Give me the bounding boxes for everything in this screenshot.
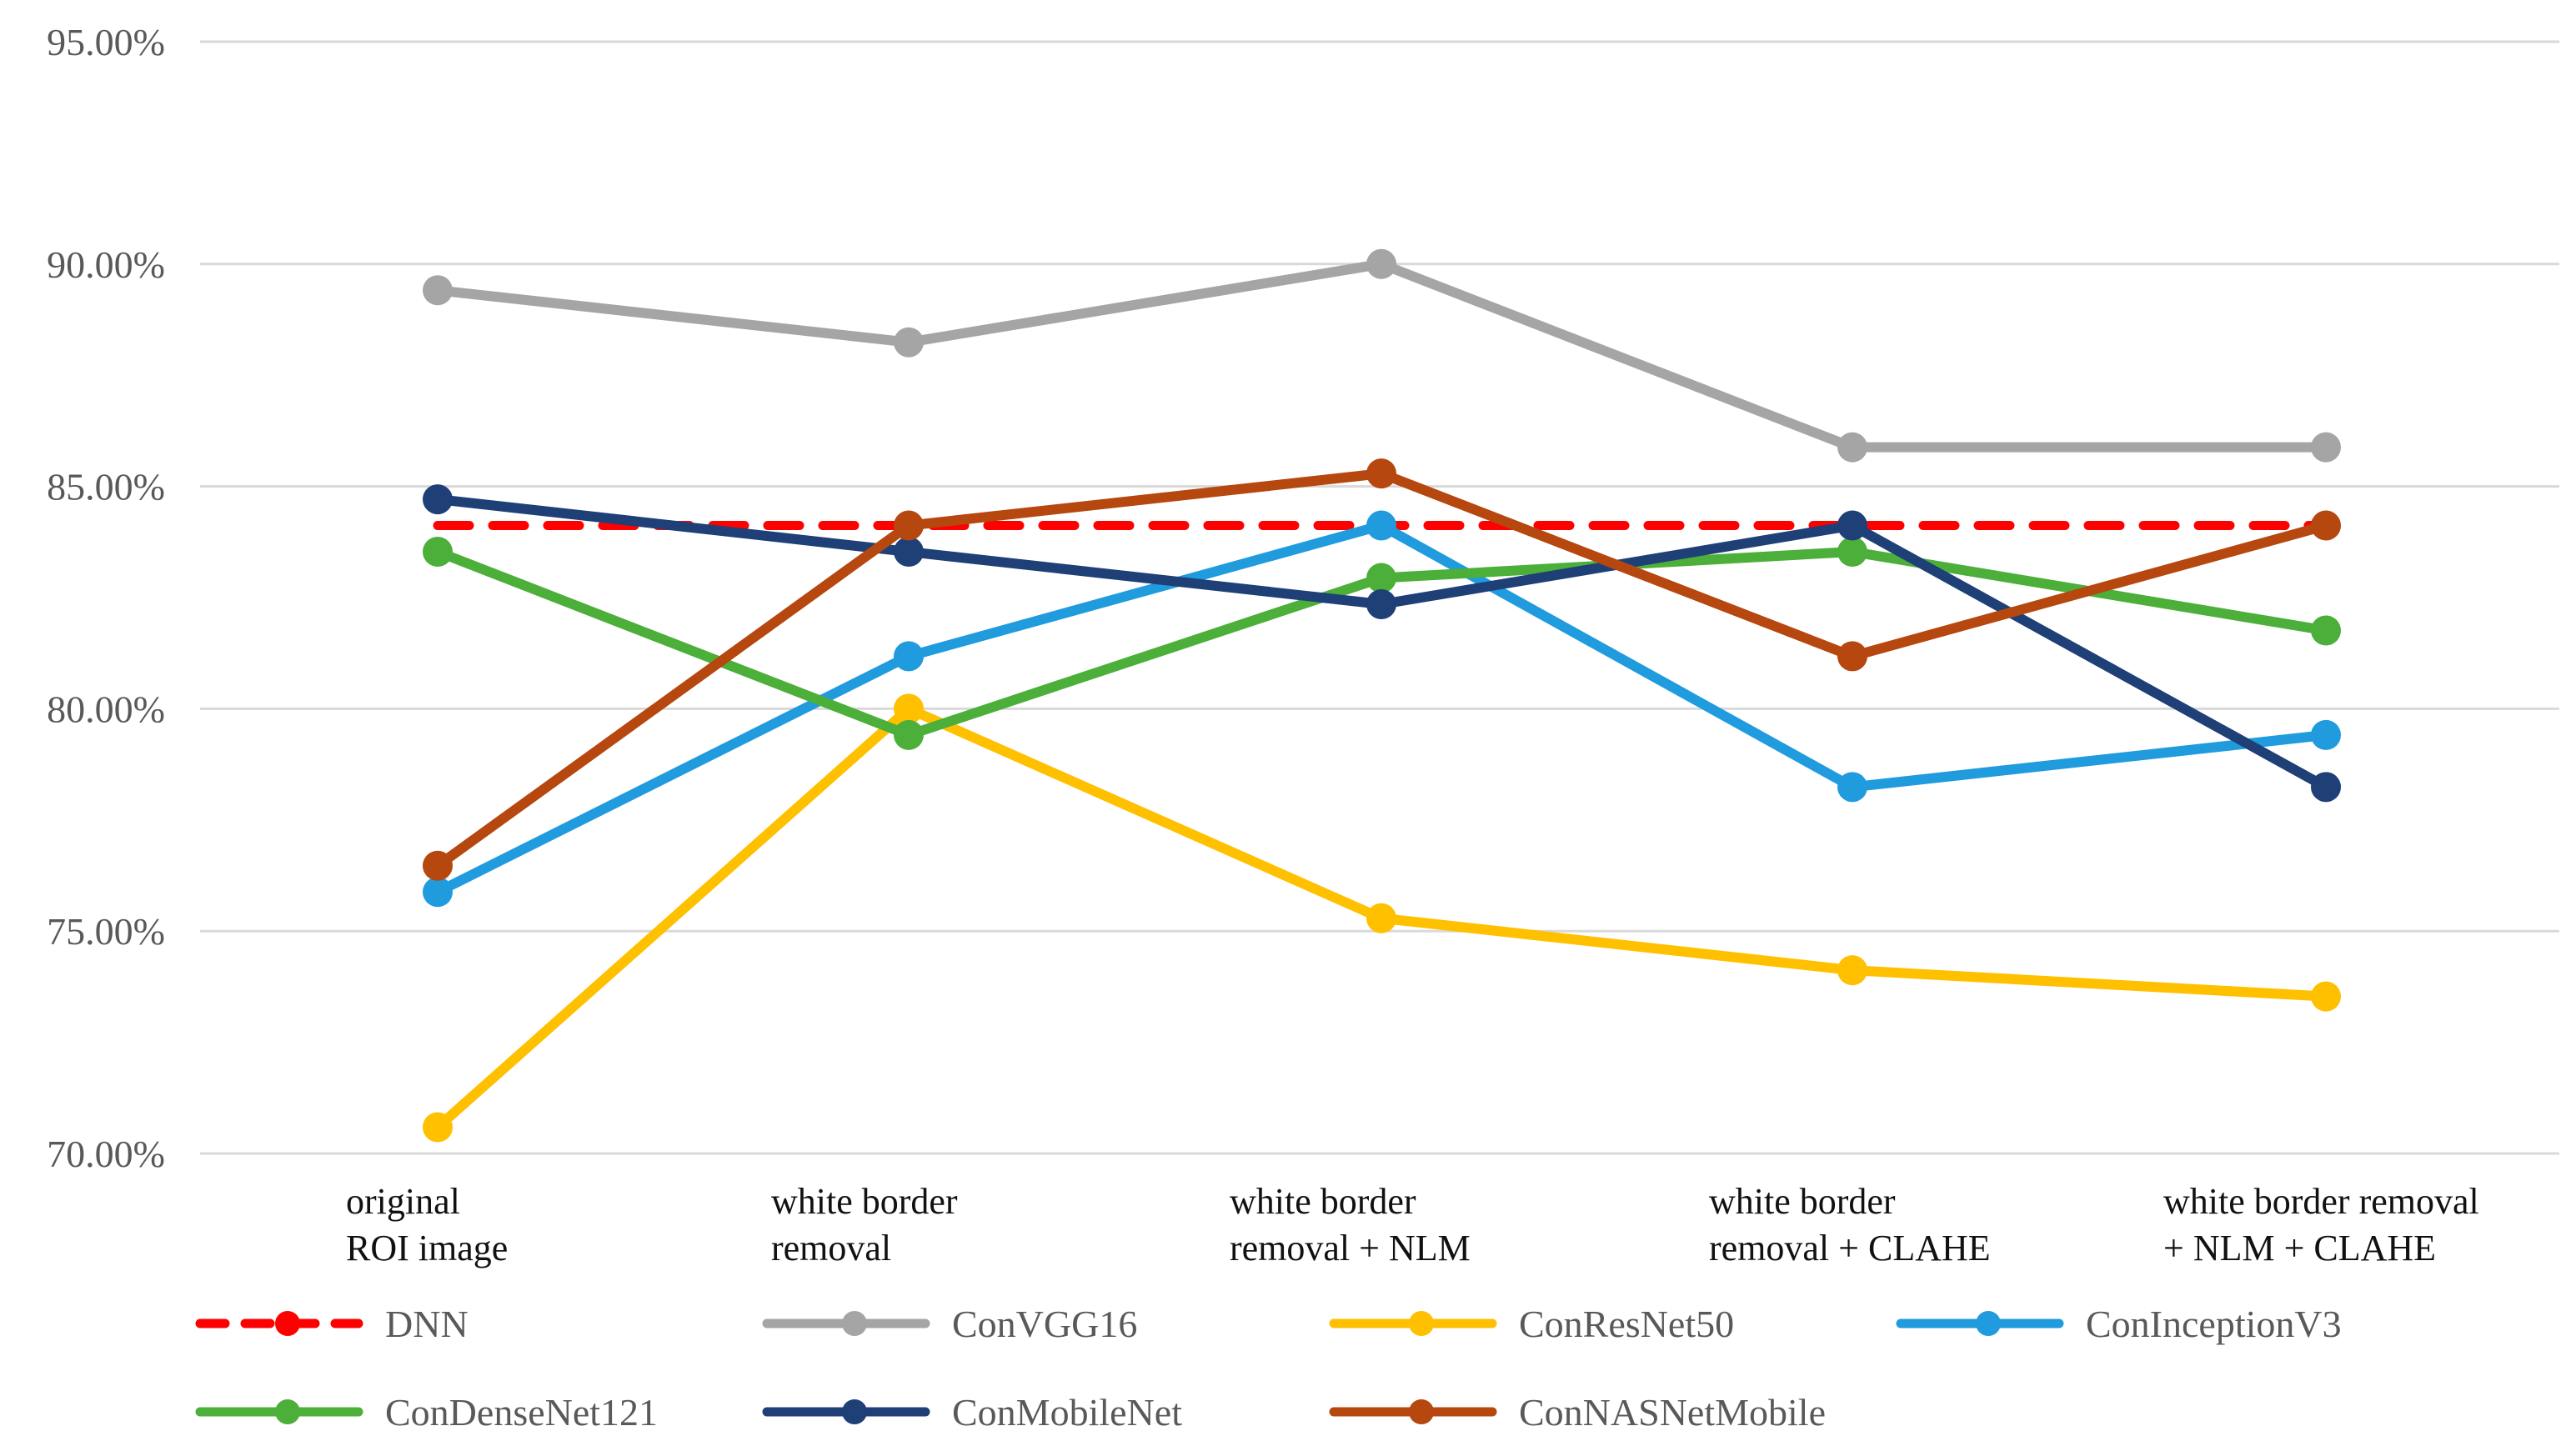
data-point <box>2311 772 2341 803</box>
legend-marker <box>1409 1399 1434 1424</box>
data-point <box>1366 903 1396 933</box>
legend-item-conmobilenet: ConMobileNet <box>762 1391 1182 1433</box>
y-tick-label: 75.00% <box>47 910 165 953</box>
legend: DNN ConVGG16 ConResNet50 ConInceptionV3 ConD… <box>195 1303 2342 1433</box>
data-point <box>423 1112 453 1143</box>
data-point <box>894 719 924 750</box>
data-point <box>1366 248 1396 279</box>
legend-marker <box>275 1399 300 1424</box>
series-line <box>433 494 2331 793</box>
series-coninceptionv3 <box>423 510 2341 908</box>
series-condensenet121 <box>423 537 2341 750</box>
legend-item-coninceptionv3: ConInceptionV3 <box>1896 1303 2342 1345</box>
data-point <box>894 510 924 541</box>
data-point <box>1366 458 1396 489</box>
data-point <box>2311 615 2341 646</box>
legend-item-conresnet50: ConResNet50 <box>1329 1303 1734 1345</box>
data-point <box>1837 955 1867 986</box>
data-point <box>1837 641 1867 672</box>
data-point <box>1837 537 1867 568</box>
legend-item-condensenet121: ConDenseNet121 <box>195 1391 658 1433</box>
data-point <box>2311 432 2341 463</box>
series-conresnet50 <box>423 693 2341 1143</box>
legend-label: DNN <box>385 1303 469 1345</box>
legend-item-convgg16: ConVGG16 <box>762 1303 1137 1345</box>
x-category-label: white border removal <box>771 1181 958 1268</box>
data-point <box>1366 589 1396 620</box>
legend-marker <box>275 1311 300 1336</box>
x-category-label: original ROI image <box>346 1181 508 1268</box>
data-point <box>1837 772 1867 803</box>
legend-marker <box>1976 1311 2001 1336</box>
data-point <box>894 537 924 568</box>
legend-label: ConVGG16 <box>952 1303 1137 1345</box>
legend-label: ConInceptionV3 <box>2086 1303 2342 1345</box>
data-point <box>894 693 924 724</box>
data-point <box>894 641 924 672</box>
y-tick-label: 70.00% <box>47 1133 165 1175</box>
legend-label: ConDenseNet121 <box>385 1391 658 1433</box>
x-axis-category-labels: original ROI image white border removal whit… <box>346 1181 2479 1268</box>
data-point <box>1366 510 1396 541</box>
y-tick-label: 85.00% <box>47 466 165 508</box>
x-category-label: white border removal + NLM <box>1230 1181 1471 1268</box>
y-tick-label: 90.00% <box>47 243 165 286</box>
y-tick-label: 80.00% <box>47 688 165 730</box>
legend-label: ConMobileNet <box>952 1391 1182 1433</box>
data-point <box>1837 510 1867 541</box>
data-point <box>2311 510 2341 541</box>
data-point <box>423 537 453 568</box>
data-point <box>423 275 453 306</box>
x-category-label: white border removal + NLM + CLAHE <box>2163 1181 2479 1268</box>
legend-item-dnn: DNN <box>195 1303 469 1345</box>
legend-marker <box>842 1311 867 1336</box>
data-point <box>423 484 453 515</box>
y-axis-tick-labels: 70.00% 75.00% 80.00% 85.00% 90.00% 95.00% <box>47 21 165 1175</box>
y-tick-label: 95.00% <box>47 21 165 63</box>
data-point <box>894 327 924 358</box>
series-connasnetmobile <box>423 458 2341 881</box>
series-lines <box>423 248 2341 1143</box>
legend-item-connasnetmobile: ConNASNetMobile <box>1329 1391 1826 1433</box>
series-line <box>433 258 2331 453</box>
data-point <box>1837 432 1867 463</box>
data-point <box>423 850 453 881</box>
data-point <box>1366 563 1396 593</box>
legend-marker <box>842 1399 867 1424</box>
series-convgg16 <box>423 248 2341 463</box>
legend-marker <box>1409 1311 1434 1336</box>
data-point <box>423 877 453 908</box>
x-category-label: white border removal + CLAHE <box>1709 1181 1991 1268</box>
legend-label: ConResNet50 <box>1519 1303 1734 1345</box>
legend-label: ConNASNetMobile <box>1519 1391 1826 1433</box>
data-point <box>2311 719 2341 750</box>
data-point <box>2311 981 2341 1012</box>
